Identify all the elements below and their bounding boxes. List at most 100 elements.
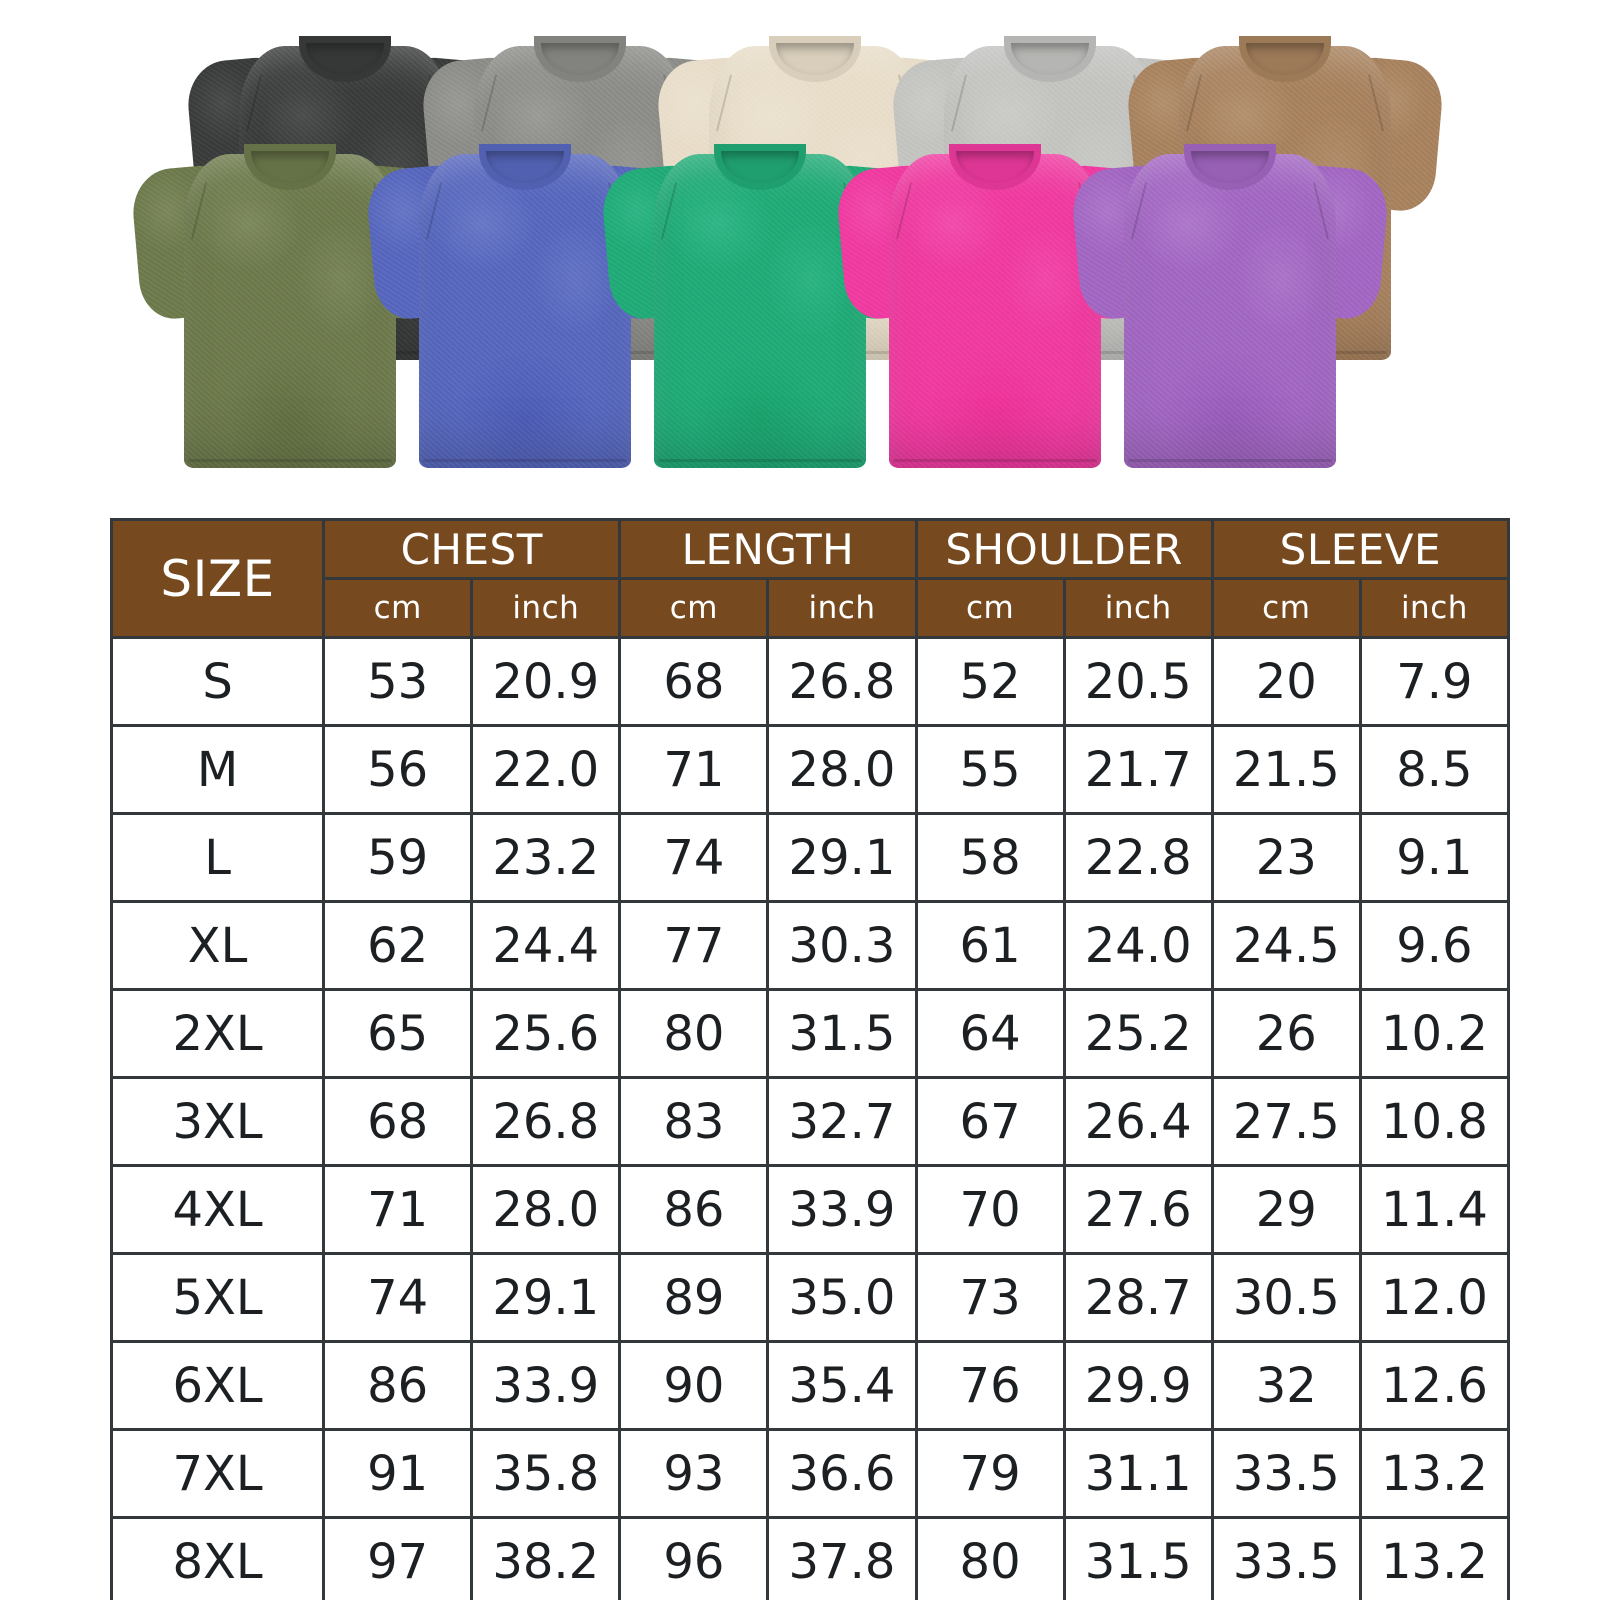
- cell-length-inch: 26.8: [766, 636, 918, 727]
- cell-chest-cm: 91: [322, 1428, 474, 1519]
- cell-chest-cm: 62: [322, 900, 474, 991]
- cell-length-cm: 80: [618, 988, 770, 1079]
- cell-chest-inch: 22.0: [470, 724, 622, 815]
- cell-length-cm: 71: [618, 724, 770, 815]
- cell-shoulder-cm: 55: [914, 724, 1066, 815]
- header-chest-cm: cm: [322, 577, 474, 639]
- header-row-units: cm inch cm inch cm inch cm inch: [112, 577, 1511, 639]
- cell-chest-cm: 68: [322, 1076, 474, 1167]
- cell-sleeve-inch: 10.8: [1358, 1076, 1511, 1167]
- table-row: XL 62 24.4 77 30.3 61 24.0 24.5 9.6: [109, 900, 1511, 991]
- shirt-hem: [658, 459, 862, 462]
- blue-washed-tee: [364, 128, 686, 468]
- cell-length-inch: 28.0: [766, 724, 918, 815]
- size-table-container: SIZE CHEST LENGTH SHOULDER SLEEVE cm inc…: [109, 518, 1511, 1600]
- cell-length-inch: 29.1: [766, 812, 918, 903]
- table-head: SIZE CHEST LENGTH SHOULDER SLEEVE cm inc…: [109, 518, 1511, 639]
- header-chest-inch: inch: [470, 577, 622, 639]
- cell-shoulder-cm: 80: [914, 1516, 1066, 1600]
- cell-chest-inch: 35.8: [470, 1428, 622, 1519]
- shirt-torso: [419, 154, 631, 468]
- header-length-cm: cm: [618, 577, 770, 639]
- header-length-inch: inch: [766, 577, 918, 639]
- shirt-hem: [188, 459, 392, 462]
- cell-length-inch: 35.4: [766, 1340, 918, 1431]
- cell-sleeve-cm: 26: [1210, 988, 1362, 1079]
- cell-chest-cm: 97: [322, 1516, 474, 1600]
- cell-size: 7XL: [109, 1428, 326, 1519]
- header-group-sleeve: SLEEVE: [1210, 518, 1511, 580]
- cell-size: M: [109, 724, 326, 815]
- cell-sleeve-inch: 13.2: [1358, 1428, 1511, 1519]
- cell-shoulder-inch: 27.6: [1062, 1164, 1214, 1255]
- product-photo-collage: [0, 0, 1600, 500]
- cell-chest-cm: 53: [322, 636, 474, 727]
- table-row: 5XL 74 29.1 89 35.0 73 28.7 30.5 12.0: [109, 1252, 1511, 1343]
- cell-length-inch: 37.8: [766, 1516, 918, 1600]
- table-row: M 56 22.0 71 28.0 55 21.7 21.5 8.5: [109, 724, 1511, 815]
- cell-size: 2XL: [109, 988, 326, 1079]
- cell-chest-inch: 28.0: [470, 1164, 622, 1255]
- cell-shoulder-cm: 64: [914, 988, 1066, 1079]
- cell-length-cm: 68: [618, 636, 770, 727]
- cell-chest-inch: 23.2: [470, 812, 622, 903]
- shirt-torso: [889, 154, 1101, 468]
- table-row: S 53 20.9 68 26.8 52 20.5 20 7.9: [109, 636, 1511, 727]
- cell-length-inch: 35.0: [766, 1252, 918, 1343]
- cell-length-cm: 93: [618, 1428, 770, 1519]
- cell-sleeve-inch: 8.5: [1358, 724, 1511, 815]
- cell-chest-cm: 86: [322, 1340, 474, 1431]
- cell-shoulder-cm: 73: [914, 1252, 1066, 1343]
- green-washed-tee: [599, 128, 921, 468]
- cell-sleeve-cm: 33.5: [1210, 1516, 1362, 1600]
- cell-sleeve-inch: 10.2: [1358, 988, 1511, 1079]
- table-row: 8XL 97 38.2 96 37.8 80 31.5 33.5 13.2: [109, 1516, 1511, 1600]
- header-group-length: LENGTH: [618, 518, 918, 580]
- cell-length-cm: 74: [618, 812, 770, 903]
- cell-sleeve-cm: 21.5: [1210, 724, 1362, 815]
- table-row: 4XL 71 28.0 86 33.9 70 27.6 29 11.4: [109, 1164, 1511, 1255]
- table-row: 3XL 68 26.8 83 32.7 67 26.4 27.5 10.8: [109, 1076, 1511, 1167]
- header-sleeve-inch: inch: [1358, 577, 1511, 639]
- cell-length-inch: 31.5: [766, 988, 918, 1079]
- cell-size: 5XL: [109, 1252, 326, 1343]
- cell-length-cm: 77: [618, 900, 770, 991]
- cell-length-cm: 86: [618, 1164, 770, 1255]
- cell-sleeve-inch: 7.9: [1358, 636, 1511, 727]
- cell-length-inch: 30.3: [766, 900, 918, 991]
- shirt-hem: [893, 459, 1097, 462]
- cell-shoulder-cm: 61: [914, 900, 1066, 991]
- cell-length-inch: 33.9: [766, 1164, 918, 1255]
- cell-sleeve-inch: 12.0: [1358, 1252, 1511, 1343]
- cell-sleeve-cm: 29: [1210, 1164, 1362, 1255]
- cell-shoulder-cm: 79: [914, 1428, 1066, 1519]
- shirt-hem: [1128, 459, 1332, 462]
- purple-washed-tee: [1069, 128, 1391, 468]
- cell-sleeve-cm: 30.5: [1210, 1252, 1362, 1343]
- cell-size: L: [109, 812, 326, 903]
- cell-shoulder-inch: 29.9: [1062, 1340, 1214, 1431]
- shirt-torso: [1124, 154, 1336, 468]
- cell-size: 3XL: [109, 1076, 326, 1167]
- olive-green-washed-tee: [129, 128, 451, 468]
- size-chart-table: SIZE CHEST LENGTH SHOULDER SLEEVE cm inc…: [109, 518, 1511, 1600]
- cell-shoulder-inch: 28.7: [1062, 1252, 1214, 1343]
- cell-length-inch: 36.6: [766, 1428, 918, 1519]
- cell-shoulder-inch: 21.7: [1062, 724, 1214, 815]
- cell-shoulder-inch: 20.5: [1062, 636, 1214, 727]
- shirt-torso: [654, 154, 866, 468]
- cell-chest-cm: 59: [322, 812, 474, 903]
- cell-sleeve-inch: 11.4: [1358, 1164, 1511, 1255]
- cell-size: 8XL: [109, 1516, 326, 1600]
- shirt-torso: [184, 154, 396, 468]
- cell-sleeve-cm: 27.5: [1210, 1076, 1362, 1167]
- cell-shoulder-cm: 52: [914, 636, 1066, 727]
- cell-sleeve-inch: 9.1: [1358, 812, 1511, 903]
- cell-size: 6XL: [109, 1340, 326, 1431]
- cell-length-cm: 96: [618, 1516, 770, 1600]
- cell-shoulder-cm: 76: [914, 1340, 1066, 1431]
- cell-chest-inch: 29.1: [470, 1252, 622, 1343]
- cell-shoulder-cm: 67: [914, 1076, 1066, 1167]
- cell-shoulder-inch: 31.1: [1062, 1428, 1214, 1519]
